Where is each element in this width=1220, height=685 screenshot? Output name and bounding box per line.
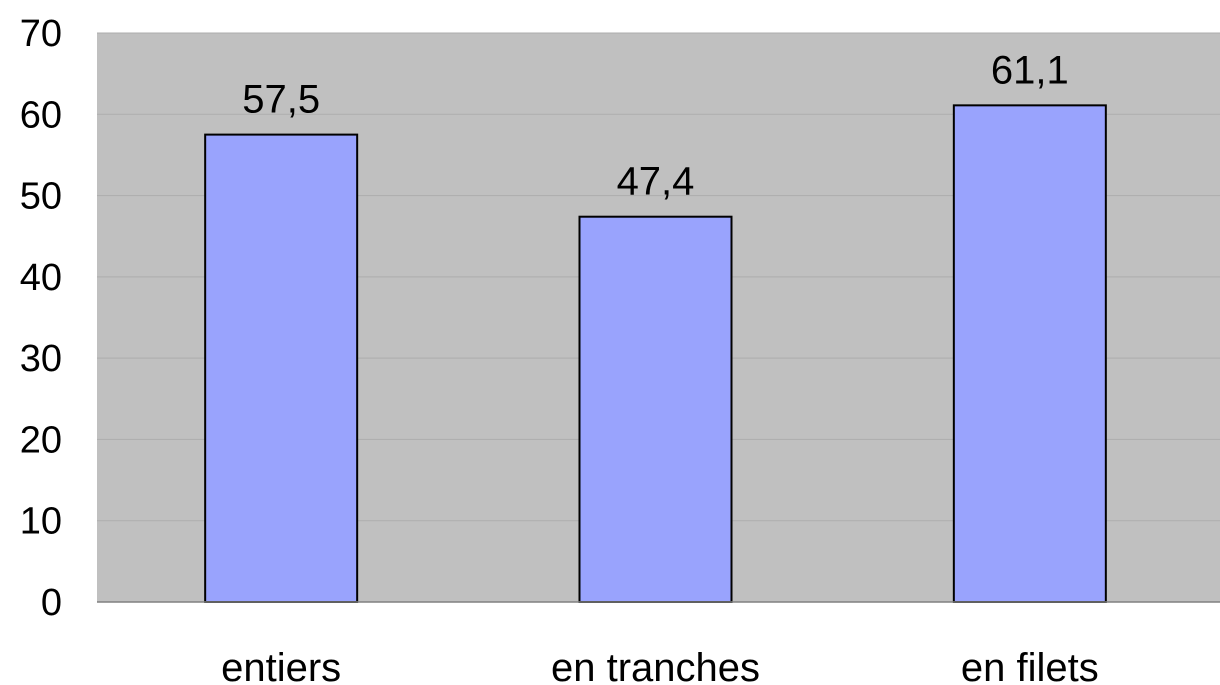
y-tick-label: 60 xyxy=(20,94,62,136)
x-axis-category-labels: entiers en tranches en filets xyxy=(221,646,1099,685)
bar-2 xyxy=(952,104,1107,603)
category-label: en filets xyxy=(961,646,1099,685)
category-label: entiers xyxy=(221,646,341,685)
y-tick-label: 0 xyxy=(41,582,62,624)
y-tick-label: 50 xyxy=(20,176,62,218)
bar-1 xyxy=(578,215,733,603)
y-tick-label: 10 xyxy=(20,501,62,543)
y-tick-label: 70 xyxy=(20,13,62,55)
y-tick-label: 30 xyxy=(20,338,62,380)
data-labels: 57,5 47,4 61,1 xyxy=(242,48,1069,203)
bar-0 xyxy=(204,133,359,603)
category-label: en tranches xyxy=(551,646,760,685)
y-axis-tick-labels: 0 10 20 30 40 50 60 70 xyxy=(20,13,62,624)
y-tick-label: 20 xyxy=(20,419,62,461)
data-label: 57,5 xyxy=(242,78,320,122)
data-label: 61,1 xyxy=(991,48,1069,92)
data-label: 47,4 xyxy=(617,160,695,204)
y-tick-label: 40 xyxy=(20,257,62,299)
